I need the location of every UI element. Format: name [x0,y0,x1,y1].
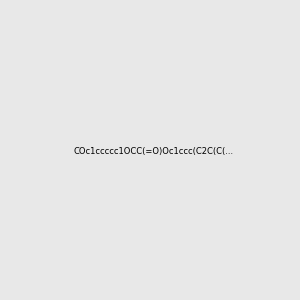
Text: COc1ccccc1OCC(=O)Oc1ccc(C2C(C(...: COc1ccccc1OCC(=O)Oc1ccc(C2C(C(... [74,147,234,156]
